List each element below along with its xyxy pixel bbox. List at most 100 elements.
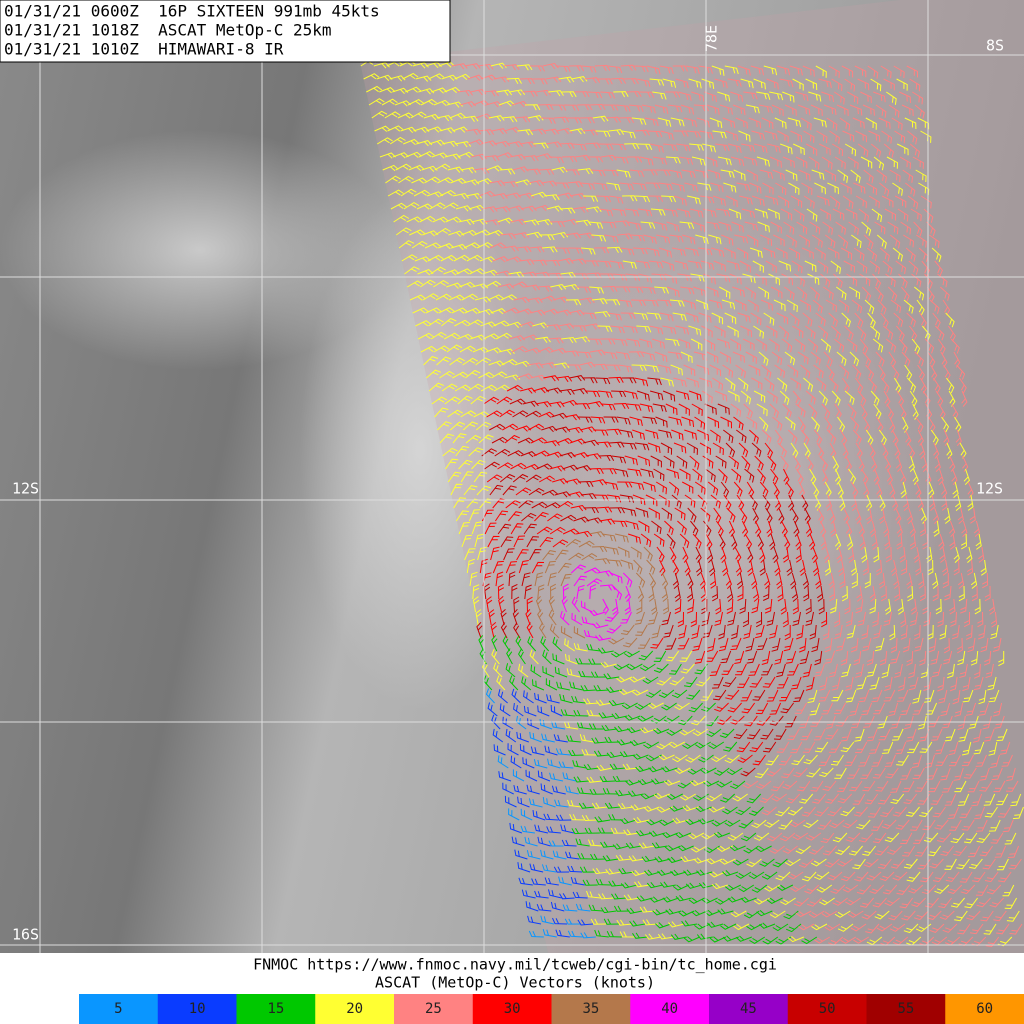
lat-label: 8S: [986, 37, 1004, 55]
wind-barb: [589, 531, 605, 538]
wind-barb: [376, 74, 393, 81]
wind-barb: [840, 936, 857, 944]
wind-barb: [530, 128, 547, 135]
wind-barb: [892, 806, 907, 817]
wind-barb: [661, 831, 679, 839]
wind-barb: [819, 208, 831, 221]
wind-barb: [538, 475, 555, 483]
wind-barb: [871, 689, 883, 703]
wind-barb: [839, 117, 851, 131]
wind-barb: [907, 195, 919, 210]
wind-barb: [969, 507, 976, 524]
wind-barb: [728, 208, 742, 220]
wind-barb: [715, 208, 731, 217]
wind-barb: [456, 268, 473, 275]
wind-barb: [396, 227, 412, 236]
wind-barb: [559, 388, 575, 396]
wind-barb: [669, 805, 686, 812]
wind-barb: [711, 882, 728, 890]
wind-barb: [535, 336, 551, 343]
wind-barb: [525, 168, 542, 175]
wind-barb: [861, 637, 872, 652]
wind-barb: [814, 182, 826, 195]
wind-barb: [707, 416, 720, 429]
wind-barb: [908, 676, 919, 691]
wind-barb: [827, 247, 840, 260]
wind-barb: [545, 76, 562, 83]
wind-barb: [670, 869, 687, 876]
wind-barb: [800, 429, 810, 445]
wind-barb: [791, 507, 799, 524]
wind-barb: [743, 156, 758, 166]
wind-barb: [692, 221, 706, 233]
wind-barb: [503, 548, 515, 561]
wind-barb: [652, 403, 667, 413]
wind-barb: [657, 933, 674, 940]
wind-barb: [962, 676, 971, 692]
wind-barb: [881, 442, 889, 459]
wind-barb: [776, 65, 790, 76]
wind-barb: [842, 884, 859, 893]
wind-barb: [930, 650, 940, 665]
wind-barb: [452, 192, 469, 200]
wind-barb: [542, 550, 556, 561]
wind-barb: [509, 675, 519, 691]
wind-barb: [459, 345, 476, 353]
wind-barb: [708, 234, 722, 245]
wind-barb: [755, 338, 767, 352]
wind-barb: [539, 536, 554, 548]
wind-barb: [634, 611, 645, 625]
wind-barb: [825, 715, 836, 729]
wind-barb: [522, 400, 539, 407]
wind-barb: [635, 572, 646, 588]
wind-barb: [530, 374, 547, 382]
wind-barb: [674, 598, 682, 614]
wind-barb: [597, 78, 613, 85]
wind-barb: [647, 377, 662, 386]
wind-barb: [795, 910, 812, 918]
wind-barb: [493, 744, 506, 756]
wind-barb: [530, 191, 548, 198]
wind-barb: [505, 256, 522, 263]
wind-barb: [550, 283, 567, 291]
wind-barb: [747, 299, 759, 313]
wind-barb: [774, 429, 783, 446]
wind-barb: [460, 471, 474, 483]
wind-barb: [416, 203, 433, 210]
wind-barb: [656, 234, 671, 244]
wind-barb: [597, 827, 613, 834]
wind-barb: [646, 559, 656, 575]
wind-barb: [486, 474, 503, 483]
wind-barb: [720, 546, 727, 564]
wind-barb: [579, 117, 595, 124]
footer-source: FNMOC https://www.fnmoc.navy.mil/tcweb/c…: [253, 956, 777, 974]
wind-barb: [783, 637, 794, 652]
wind-barb: [615, 854, 632, 861]
wind-barb: [889, 234, 901, 249]
wind-barb: [553, 362, 570, 369]
wind-barb: [737, 585, 744, 602]
wind-barb: [769, 156, 782, 168]
wind-barb: [918, 572, 925, 589]
wind-barb: [996, 728, 1008, 742]
wind-barb: [549, 221, 565, 228]
wind-barb: [852, 429, 862, 445]
wind-barb: [869, 884, 885, 894]
wind-barb: [736, 741, 751, 753]
wind-barb: [761, 650, 771, 665]
wind-barb: [594, 816, 611, 823]
wind-barb: [491, 371, 508, 379]
wind-barb: [980, 559, 987, 576]
wind-barb: [680, 793, 696, 801]
wind-barb: [577, 852, 593, 860]
wind-barb: [744, 533, 753, 550]
wind-barb: [529, 548, 542, 561]
wind-barb: [650, 143, 664, 153]
wind-barb: [618, 117, 635, 124]
wind-barb: [1008, 858, 1022, 870]
wind-barb: [870, 325, 881, 340]
wind-barb: [471, 218, 488, 226]
wind-barb: [719, 104, 733, 115]
wind-barb: [712, 377, 724, 391]
